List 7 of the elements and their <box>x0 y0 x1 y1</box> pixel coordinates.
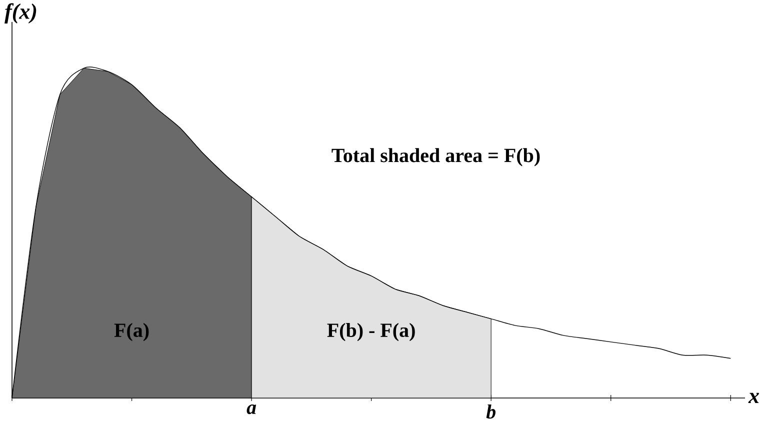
series-label: F(b) - F(a) <box>327 322 415 342</box>
y-axis-title: f(x) <box>4 3 36 24</box>
series-label: F(a) <box>114 322 149 342</box>
annotation: Total shaded area = F(b) <box>332 148 540 166</box>
x-tick-label: b <box>486 404 496 419</box>
x-tick-label: a <box>246 404 256 414</box>
x-axis-title: x <box>748 392 759 404</box>
